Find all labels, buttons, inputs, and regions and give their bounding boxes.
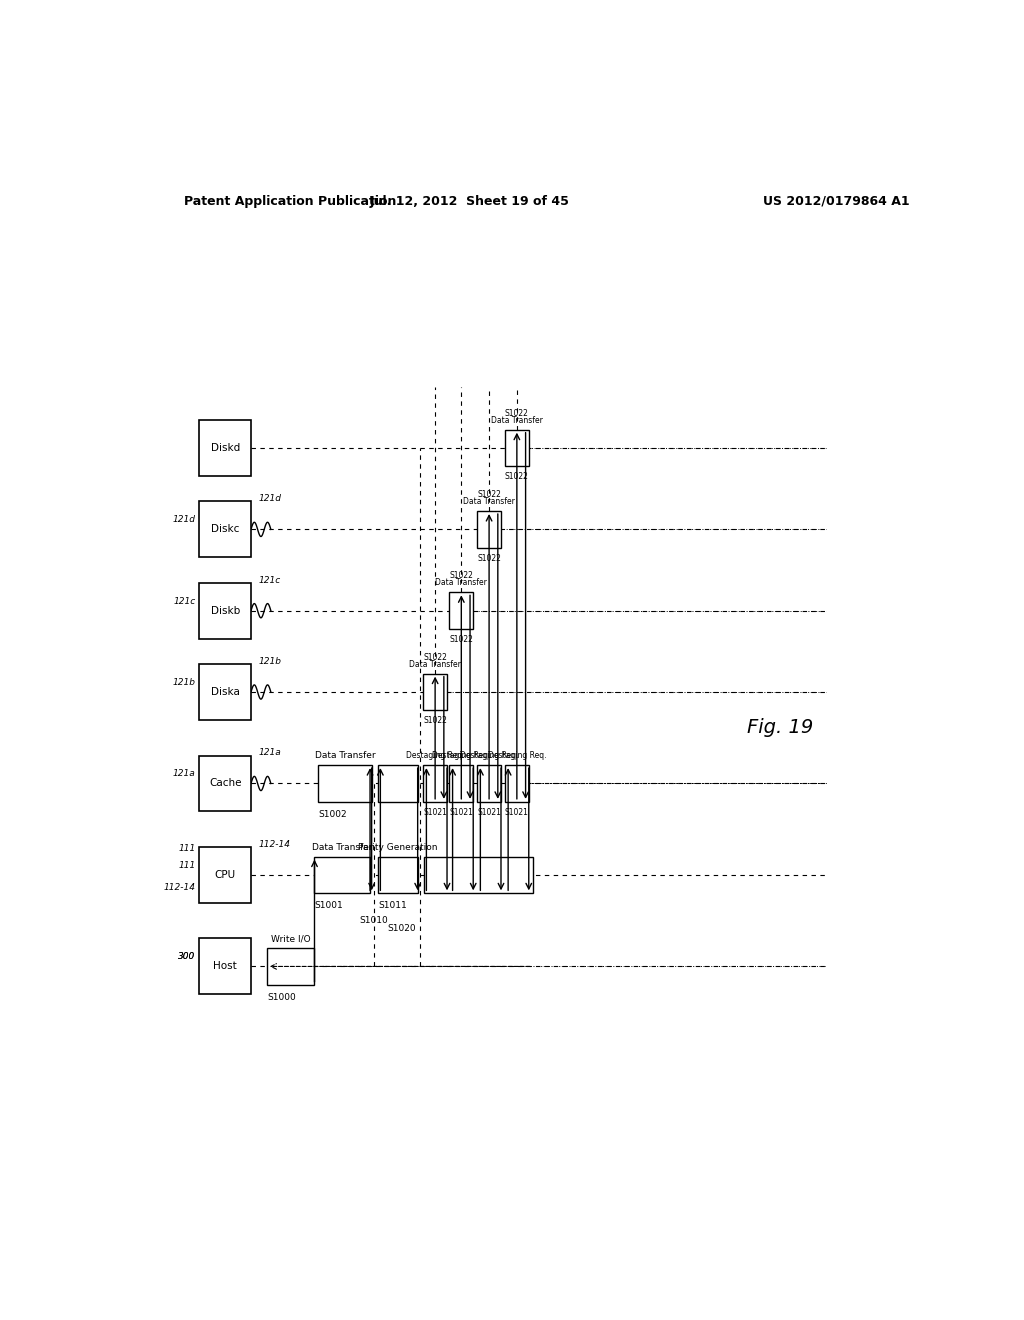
- Bar: [477, 511, 501, 548]
- Text: 112-14: 112-14: [259, 840, 291, 849]
- Text: Host: Host: [213, 961, 238, 972]
- Text: S1010: S1010: [359, 916, 388, 924]
- Text: 121d: 121d: [172, 515, 196, 524]
- Bar: [450, 766, 473, 801]
- Text: S1002: S1002: [318, 810, 347, 818]
- Text: 121c: 121c: [173, 597, 196, 606]
- Text: Jul. 12, 2012  Sheet 19 of 45: Jul. 12, 2012 Sheet 19 of 45: [370, 194, 569, 207]
- Text: Fig. 19: Fig. 19: [748, 718, 813, 737]
- Bar: [423, 673, 447, 710]
- Text: CPU: CPU: [215, 870, 236, 880]
- Text: S1000: S1000: [267, 993, 296, 1002]
- Text: Destaging Req.: Destaging Req.: [432, 751, 490, 760]
- Text: S1021: S1021: [423, 808, 447, 817]
- Text: S1021: S1021: [477, 808, 501, 817]
- Bar: [200, 502, 251, 557]
- Bar: [378, 857, 418, 894]
- Text: 121a: 121a: [173, 770, 196, 779]
- Text: S1022: S1022: [450, 572, 473, 581]
- Bar: [423, 766, 447, 801]
- Bar: [267, 948, 314, 985]
- Bar: [200, 939, 251, 994]
- Text: Parity Generation: Parity Generation: [358, 842, 437, 851]
- Bar: [318, 766, 372, 801]
- Bar: [314, 857, 370, 894]
- Bar: [450, 593, 473, 630]
- Text: S1021: S1021: [450, 808, 473, 817]
- Text: Diskc: Diskc: [211, 524, 240, 535]
- Bar: [505, 766, 528, 801]
- Bar: [200, 755, 251, 812]
- Bar: [424, 857, 532, 894]
- Text: 300: 300: [178, 952, 196, 961]
- Bar: [200, 420, 251, 477]
- Text: 121b: 121b: [172, 678, 196, 686]
- Text: S1022: S1022: [423, 652, 447, 661]
- Text: 112-14: 112-14: [164, 883, 196, 892]
- Text: Diskb: Diskb: [211, 606, 240, 615]
- Text: Destaging Req.: Destaging Req.: [460, 751, 518, 760]
- Text: 121a: 121a: [259, 748, 282, 758]
- Text: S1022: S1022: [477, 490, 501, 499]
- Bar: [200, 847, 251, 903]
- Bar: [378, 766, 418, 801]
- Text: Diska: Diska: [211, 686, 240, 697]
- Text: S1022: S1022: [505, 473, 528, 482]
- Text: 121b: 121b: [259, 657, 282, 667]
- Bar: [200, 582, 251, 639]
- Text: S1020: S1020: [387, 924, 416, 933]
- Text: 121d: 121d: [259, 495, 282, 503]
- Text: Data Transfer: Data Transfer: [312, 842, 373, 851]
- Bar: [477, 766, 501, 801]
- Text: Diskd: Diskd: [211, 444, 240, 453]
- Text: S1011: S1011: [378, 902, 407, 911]
- Text: S1001: S1001: [314, 902, 343, 911]
- Bar: [200, 664, 251, 719]
- Text: Data Transfer: Data Transfer: [314, 751, 376, 760]
- Bar: [505, 430, 528, 466]
- Text: Data Transfer: Data Transfer: [410, 660, 461, 669]
- Text: S1022: S1022: [477, 554, 501, 562]
- Text: Write I/O: Write I/O: [271, 935, 310, 942]
- Text: Destaging Req.: Destaging Req.: [487, 751, 546, 760]
- Text: Patent Application Publication: Patent Application Publication: [183, 194, 396, 207]
- Text: 111: 111: [178, 843, 196, 853]
- Text: S1021: S1021: [505, 808, 528, 817]
- Text: 121c: 121c: [259, 576, 282, 585]
- Text: Cache: Cache: [209, 779, 242, 788]
- Text: 300: 300: [178, 952, 196, 961]
- Text: S1022: S1022: [450, 635, 473, 644]
- Text: US 2012/0179864 A1: US 2012/0179864 A1: [763, 194, 909, 207]
- Text: S1022: S1022: [423, 717, 447, 726]
- Text: Data Transfer: Data Transfer: [490, 416, 543, 425]
- Text: Data Transfer: Data Transfer: [435, 578, 487, 587]
- Text: Data Transfer: Data Transfer: [463, 498, 515, 506]
- Text: S1022: S1022: [505, 409, 528, 417]
- Text: 111: 111: [178, 861, 196, 870]
- Text: Destaging Req.: Destaging Req.: [406, 751, 464, 760]
